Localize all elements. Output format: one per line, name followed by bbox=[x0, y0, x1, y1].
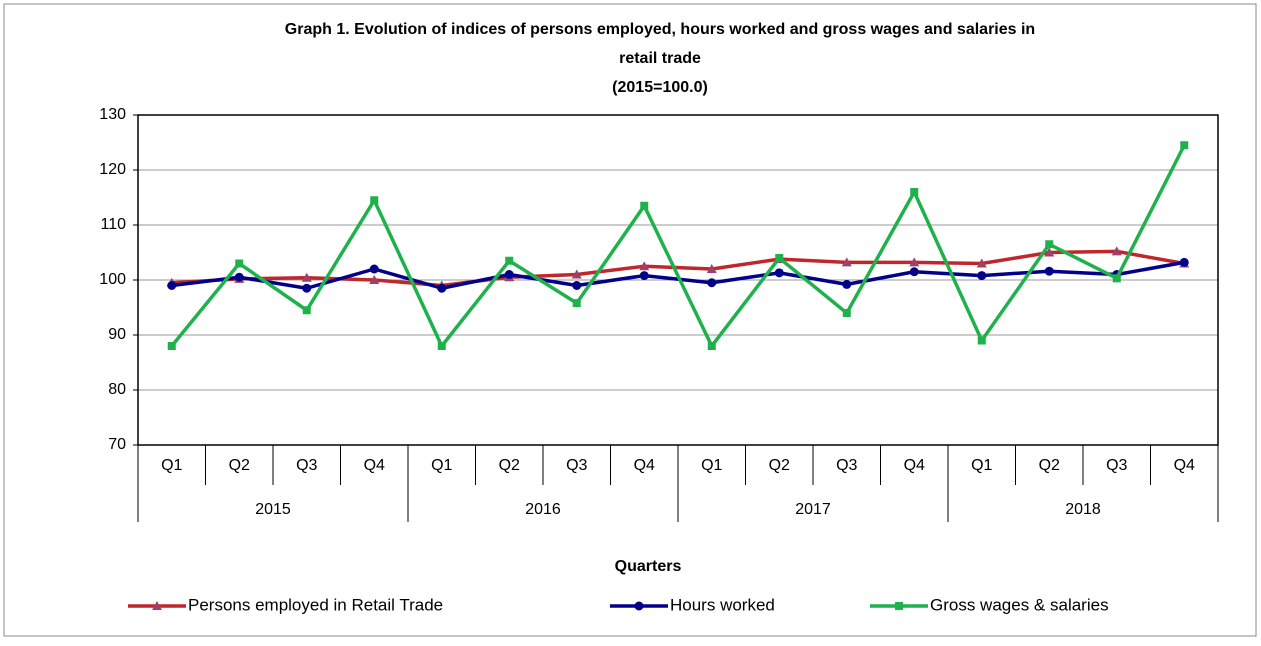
y-tick-label: 110 bbox=[100, 216, 126, 233]
data-point bbox=[301, 272, 312, 282]
data-point bbox=[369, 264, 379, 274]
x-tick-label: Q1 bbox=[431, 457, 452, 474]
data-point bbox=[1045, 240, 1054, 249]
data-point bbox=[167, 342, 176, 350]
x-tick-label: Q2 bbox=[1039, 457, 1060, 474]
y-tick-label: 120 bbox=[99, 161, 126, 178]
data-point bbox=[639, 261, 650, 271]
data-point bbox=[370, 196, 379, 205]
chart-title: Graph 1. Evolution of indices of persons… bbox=[285, 21, 1035, 38]
data-point bbox=[167, 281, 177, 290]
x-tick-label: Q3 bbox=[836, 457, 857, 474]
data-point bbox=[1111, 246, 1122, 256]
data-point bbox=[369, 275, 380, 284]
data-point bbox=[437, 283, 447, 293]
x-group-label: 2016 bbox=[525, 501, 561, 518]
data-point bbox=[707, 278, 717, 288]
x-tick-label: Q1 bbox=[161, 457, 182, 474]
chart-title: retail trade bbox=[619, 50, 701, 67]
x-tick-label: Q3 bbox=[296, 457, 317, 474]
x-tick-label: Q4 bbox=[634, 457, 655, 474]
data-point bbox=[302, 283, 312, 293]
x-tick-label: Q2 bbox=[769, 457, 790, 474]
data-point bbox=[842, 279, 852, 289]
data-point bbox=[977, 336, 986, 345]
data-point bbox=[571, 269, 582, 279]
x-axis-label: Quarters bbox=[615, 558, 682, 575]
data-point bbox=[302, 306, 311, 315]
x-tick-label: Q1 bbox=[701, 457, 722, 474]
data-point bbox=[1044, 266, 1054, 276]
data-point bbox=[909, 257, 920, 267]
data-point bbox=[639, 271, 649, 281]
data-point bbox=[707, 342, 716, 350]
data-point bbox=[235, 259, 244, 268]
data-point bbox=[1044, 247, 1055, 257]
x-tick-label: Q2 bbox=[499, 457, 520, 474]
series-line bbox=[170, 144, 1186, 348]
x-tick-label: Q4 bbox=[364, 457, 385, 474]
x-group-label: 2017 bbox=[795, 501, 831, 518]
legend-label: Hours worked bbox=[670, 595, 775, 614]
y-tick-label: 100 bbox=[99, 271, 126, 288]
data-point bbox=[572, 299, 581, 308]
data-point bbox=[1179, 257, 1189, 267]
data-point bbox=[909, 267, 919, 277]
y-tick-label: 70 bbox=[108, 436, 126, 453]
data-point bbox=[706, 264, 717, 273]
data-point bbox=[910, 188, 919, 196]
legend-label: Gross wages & salaries bbox=[930, 595, 1109, 614]
data-point bbox=[977, 271, 987, 281]
y-tick-label: 80 bbox=[108, 381, 126, 398]
data-point bbox=[775, 254, 784, 262]
x-tick-label: Q3 bbox=[1106, 457, 1127, 474]
data-point bbox=[774, 268, 784, 278]
legend-label: Persons employed in Retail Trade bbox=[188, 595, 443, 614]
data-point bbox=[1180, 141, 1189, 150]
data-point bbox=[572, 281, 582, 290]
legend-marker bbox=[634, 601, 644, 611]
data-point bbox=[1112, 274, 1121, 283]
x-group-label: 2015 bbox=[255, 501, 291, 518]
legend-marker bbox=[152, 601, 162, 610]
data-point bbox=[504, 270, 514, 279]
frame bbox=[3, 3, 1257, 637]
data-point bbox=[841, 257, 852, 267]
y-tick-label: 130 bbox=[99, 106, 126, 123]
data-point bbox=[976, 258, 987, 268]
x-tick-label: Q4 bbox=[1174, 457, 1195, 474]
x-tick-label: Q3 bbox=[566, 457, 587, 474]
x-group-label: 2018 bbox=[1065, 501, 1101, 518]
x-tick-label: Q4 bbox=[904, 457, 925, 474]
x-tick-label: Q1 bbox=[971, 457, 992, 474]
y-tick-label: 90 bbox=[108, 326, 126, 343]
chart-title: (2015=100.0) bbox=[612, 79, 708, 96]
x-tick-label: Q2 bbox=[229, 457, 250, 474]
data-point bbox=[437, 342, 446, 350]
data-point bbox=[842, 309, 851, 317]
data-point bbox=[640, 201, 649, 210]
legend-marker bbox=[895, 602, 903, 610]
data-point bbox=[505, 256, 514, 265]
data-point bbox=[234, 272, 244, 282]
